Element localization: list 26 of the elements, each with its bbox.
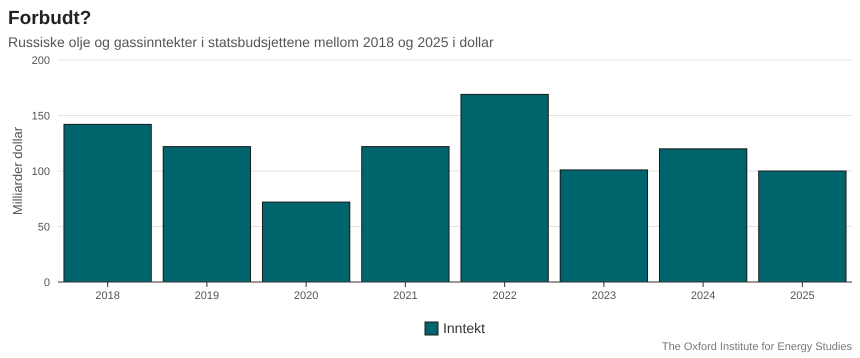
- y-tick-label: 0: [44, 276, 50, 289]
- bar: [162, 146, 252, 282]
- bar: [361, 146, 450, 282]
- y-tick-label: 100: [32, 166, 50, 178]
- y-tick-label: 150: [32, 110, 50, 122]
- x-tick-label: 2023: [592, 290, 616, 302]
- x-tick-label: 2025: [790, 290, 815, 302]
- x-tick-label: 2020: [294, 290, 318, 302]
- bar: [262, 202, 350, 282]
- x-tick-label: 2018: [95, 290, 120, 302]
- x-tick-label: 2019: [194, 290, 220, 302]
- bar: [658, 148, 748, 282]
- chart-subtitle: Russiske olje og gassinntekter i statsbudsjettene mellom 2018 og 2025 i dollar: [8, 34, 494, 50]
- bar: [560, 169, 648, 282]
- y-axis-title: Milliarder dollar: [10, 126, 25, 216]
- x-tick-label: 2022: [492, 290, 517, 302]
- x-tick-label: 2021: [393, 290, 418, 302]
- y-tick-label: 50: [38, 221, 50, 234]
- bar: [460, 94, 549, 282]
- text: The Oxford Institute for Energy Studies: [662, 341, 852, 353]
- legend-label: Inntekt: [443, 320, 486, 336]
- bar: [758, 170, 847, 282]
- x-tick-label: 2024: [690, 290, 716, 302]
- chart-title: Forbudt?: [8, 8, 92, 29]
- bar: [63, 124, 152, 282]
- y-tick-label: 200: [32, 54, 50, 67]
